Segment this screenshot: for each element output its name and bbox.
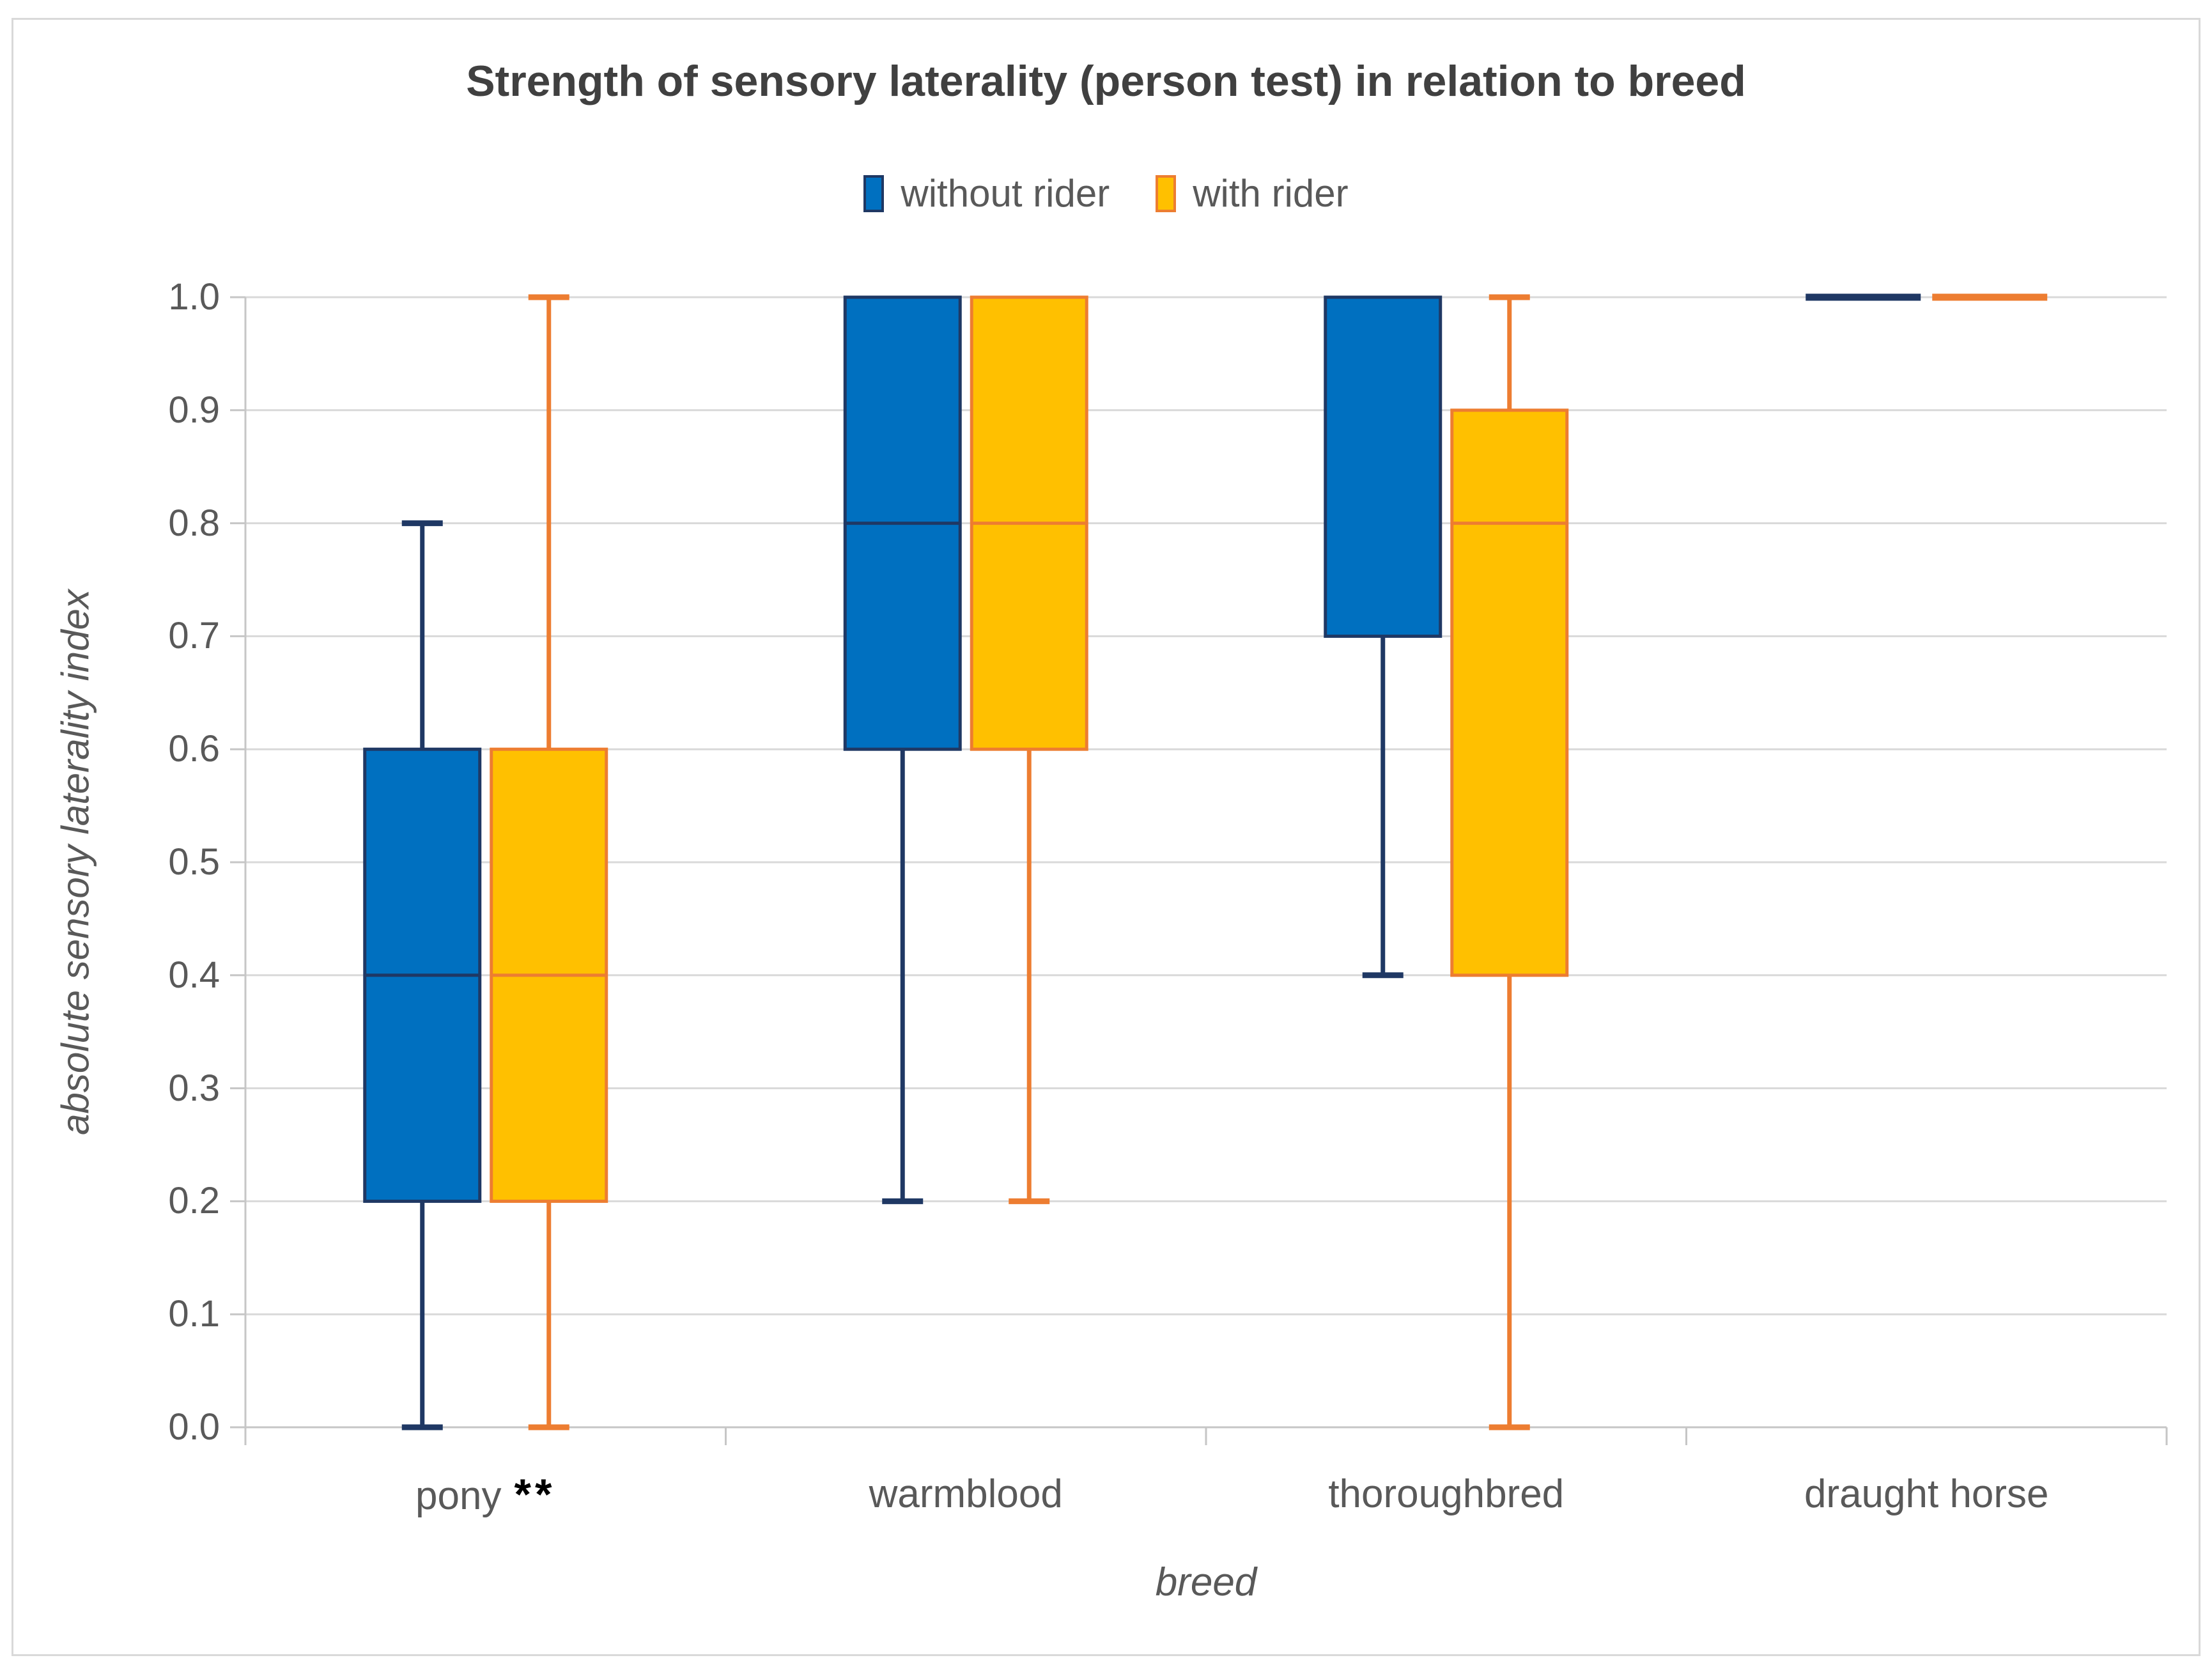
y-tick-label: 0.8 — [168, 502, 220, 544]
x-category-label-warmblood: warmblood — [869, 1472, 1063, 1516]
y-tick-label: 0.9 — [168, 389, 220, 431]
y-tick-label: 0.2 — [168, 1180, 220, 1222]
legend-label: with rider — [1193, 172, 1349, 215]
y-tick-label: 0.3 — [168, 1067, 220, 1109]
legend-swatch-with-rider-icon — [1156, 174, 1177, 212]
box-without-rider-thoroughbred — [1324, 295, 1442, 638]
x-category-label-thoroughbred: thoroughbred — [1328, 1472, 1565, 1516]
y-axis-title: absolute sensory laterality index — [54, 589, 97, 1135]
y-tick-label: 1.0 — [168, 276, 220, 318]
y-tick-label: 0.1 — [168, 1293, 220, 1335]
y-tick-label: 0.4 — [168, 954, 220, 996]
y-tick-label: 0.0 — [168, 1406, 220, 1448]
legend: without rider with rider — [0, 171, 2212, 215]
box-with-rider-thoroughbred — [1450, 408, 1569, 977]
chart-title: Strength of sensory laterality (person t… — [466, 57, 1746, 105]
chart-border-frame — [12, 18, 2200, 1656]
y-tick-label: 0.6 — [168, 728, 220, 770]
y-tick-label: 0.7 — [168, 615, 220, 657]
y-tick-label: 0.5 — [168, 841, 220, 883]
x-category-label-pony: pony ** — [415, 1470, 556, 1519]
x-category-label-draught-horse: draught horse — [1804, 1472, 2049, 1516]
legend-swatch-without-rider-icon — [863, 174, 885, 212]
legend-label: without rider — [901, 172, 1110, 215]
significance-marker: ** — [514, 1470, 556, 1519]
x-axis-title: breed — [1155, 1560, 1257, 1604]
legend-item-without-rider: without rider — [863, 171, 1110, 215]
legend-item-with-rider: with rider — [1156, 171, 1349, 215]
